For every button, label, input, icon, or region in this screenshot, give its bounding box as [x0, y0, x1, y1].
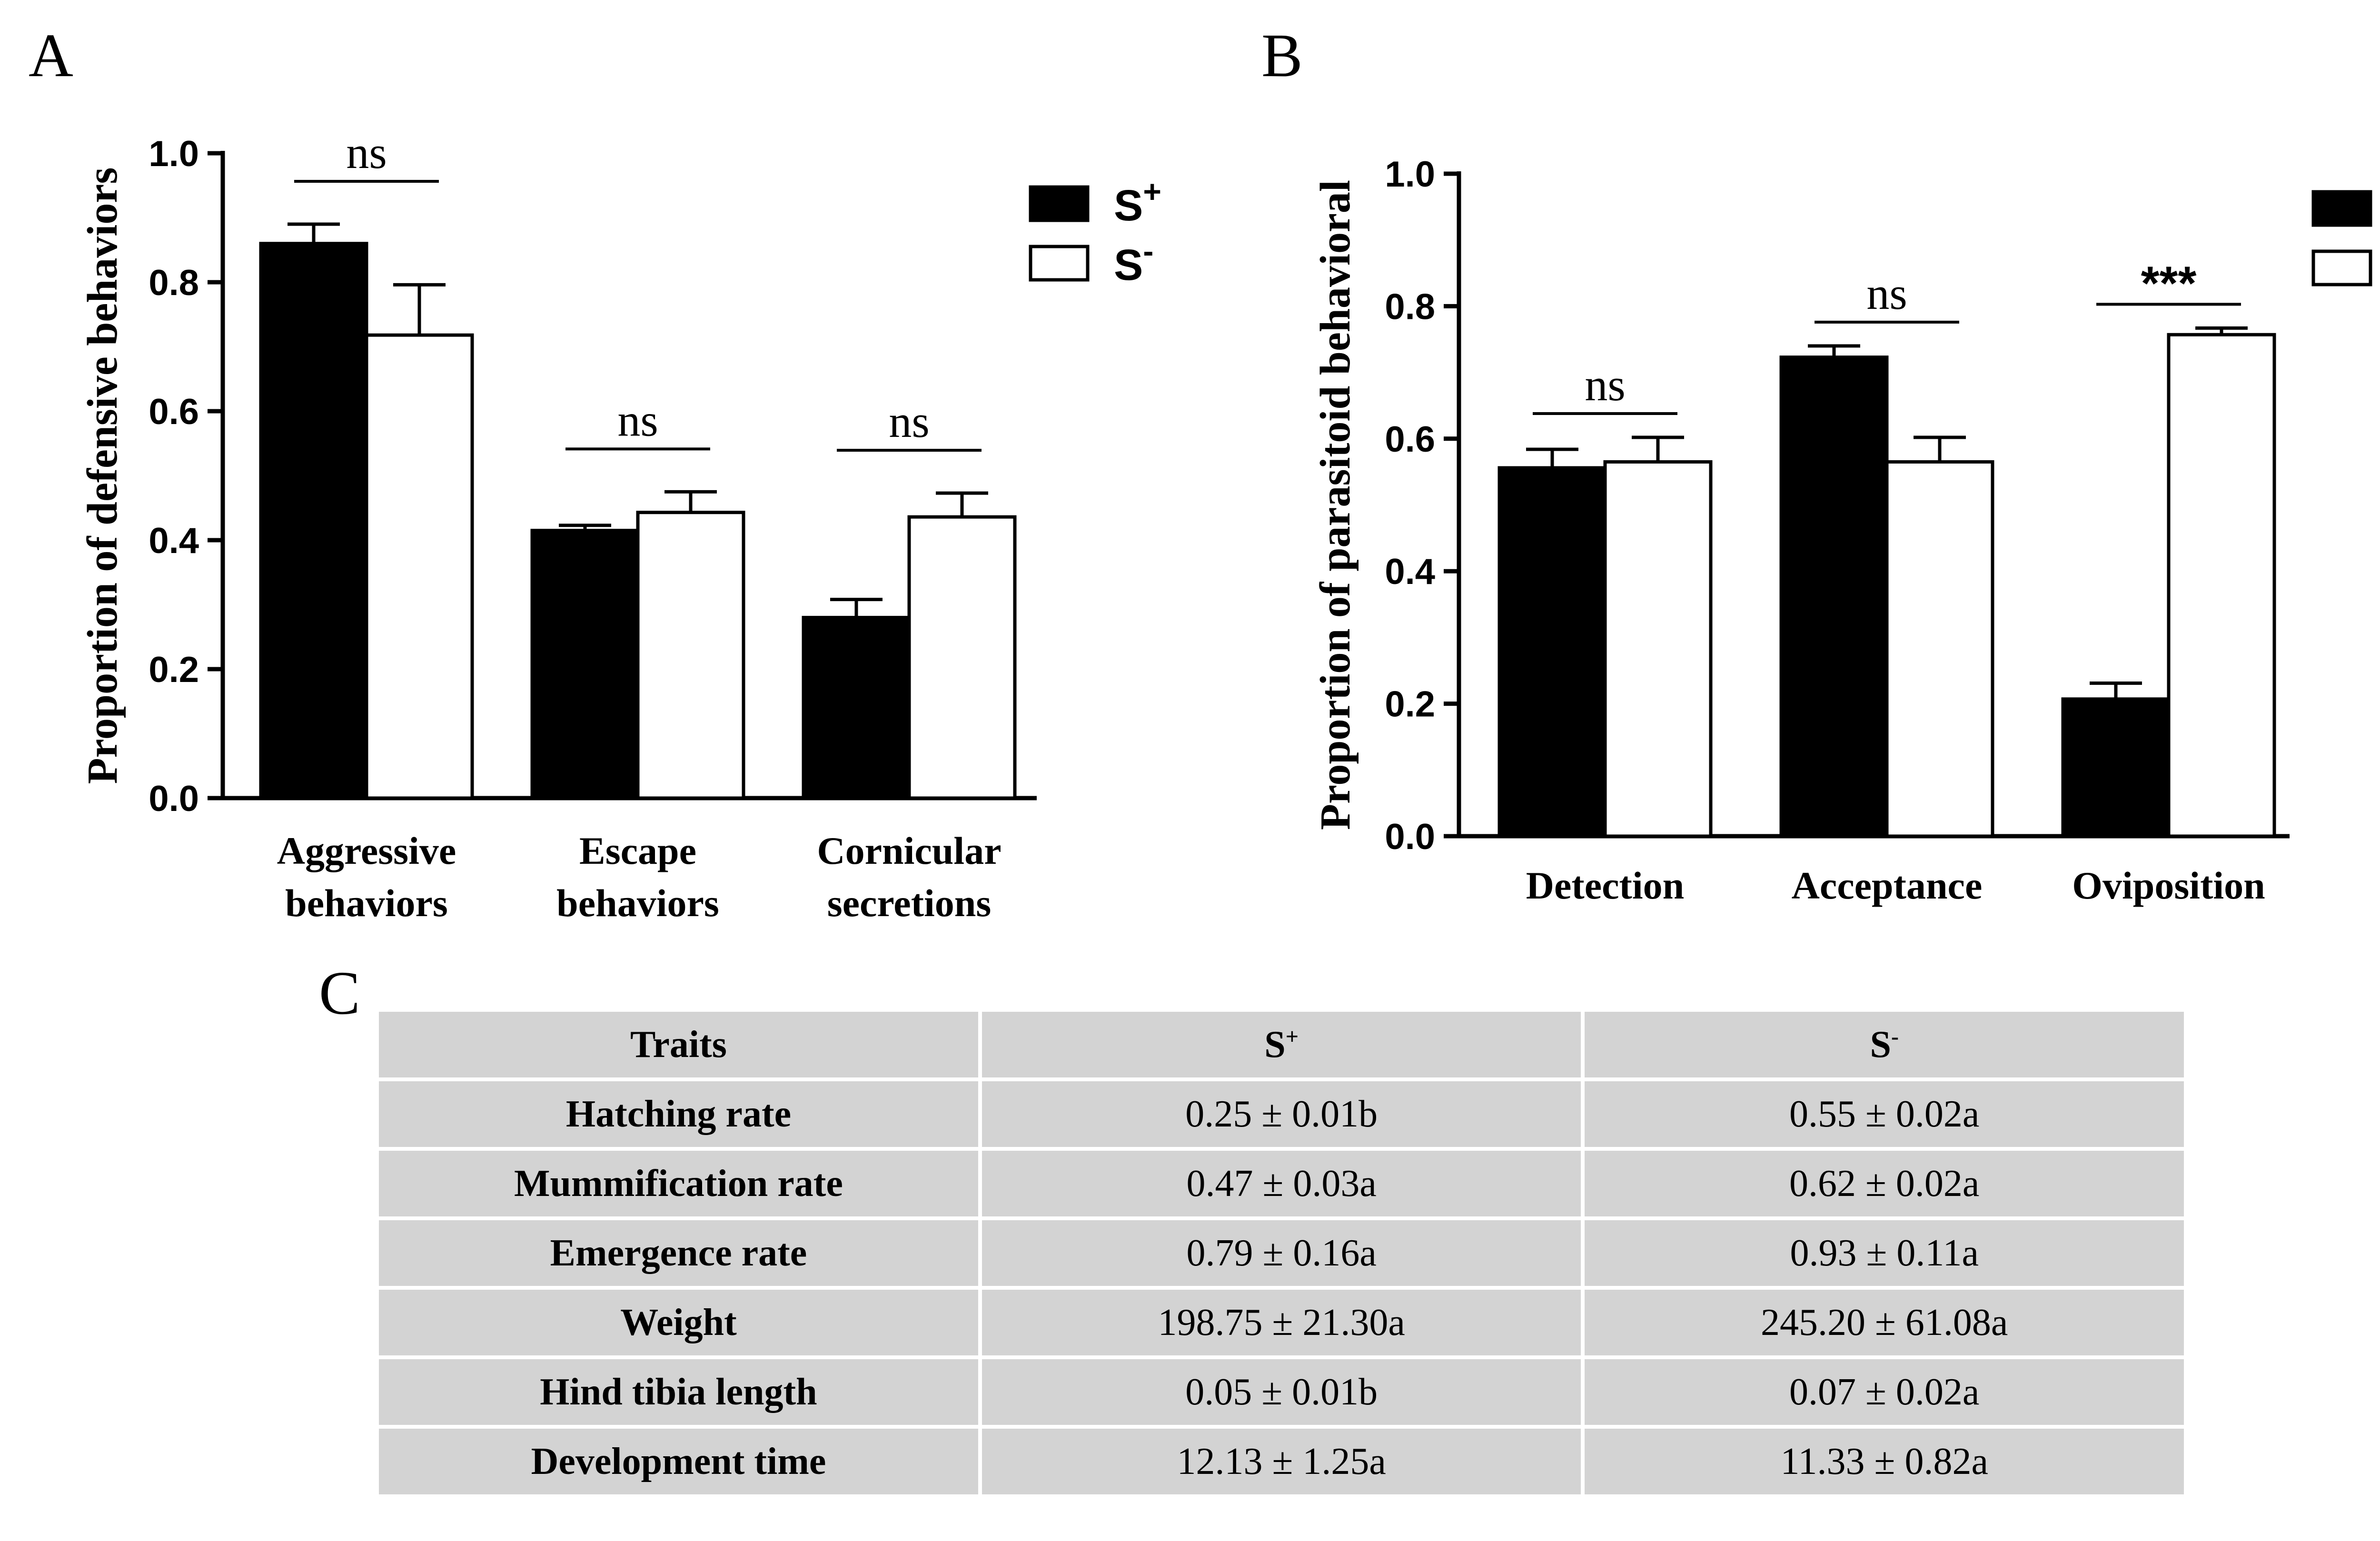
significance-label: ns: [617, 395, 658, 445]
trait-table: Traits S+ S- Hatching rate 0.25 ± 0.01b …: [375, 1008, 2188, 1498]
bar-s-plus: [802, 616, 911, 800]
legend-swatch-s-minus: [1029, 245, 1090, 282]
table-row: Development time 12.13 ± 1.25a 11.33 ± 0…: [379, 1429, 2184, 1494]
table-cell-s-plus: 0.47 ± 0.03a: [982, 1151, 1581, 1216]
y-tick-label: 1.0: [149, 134, 199, 174]
bar-s-plus: [1497, 466, 1607, 838]
table-cell-trait: Mummification rate: [379, 1151, 978, 1216]
significance-label: ns: [346, 127, 387, 178]
y-tick-label: 0.0: [1385, 817, 1435, 857]
y-axis-label: Proportion of parasitoid behavioral: [1312, 180, 1359, 830]
legend-swatch-s-plus: [1029, 185, 1090, 222]
x-tick-label: Detection: [1526, 864, 1684, 907]
y-tick-label: 1.0: [1385, 154, 1435, 195]
table-cell-trait: Hatching rate: [379, 1081, 978, 1147]
y-axis-label: Proportion of defensive behaviors: [79, 168, 126, 784]
significance-label: ns: [1866, 268, 1907, 319]
table-row: Mummification rate 0.47 ± 0.03a 0.62 ± 0…: [379, 1151, 2184, 1216]
bar-s-minus: [365, 333, 474, 800]
y-tick-label: 0.2: [149, 650, 199, 690]
significance-label: ***: [2141, 257, 2197, 310]
table-cell-s-minus: 0.93 ± 0.11a: [1585, 1220, 2184, 1286]
header-s-minus: S-: [1585, 1012, 2184, 1077]
header-s-plus: S+: [982, 1012, 1581, 1077]
table-cell-s-plus: 0.79 ± 0.16a: [982, 1220, 1581, 1286]
y-tick-label: 0.6: [1385, 419, 1435, 460]
legend-swatch-s-minus: [2311, 249, 2372, 286]
bar-s-minus: [2167, 333, 2276, 838]
table-cell-s-plus: 0.25 ± 0.01b: [982, 1081, 1581, 1147]
bar-s-minus: [1885, 460, 1994, 838]
table-cell-s-minus: 245.20 ± 61.08a: [1585, 1290, 2184, 1355]
x-tick-label: Aggressive: [277, 829, 456, 872]
panel-label-b: B: [1261, 21, 1303, 90]
table-cell-s-plus: 0.05 ± 0.01b: [982, 1359, 1581, 1425]
x-tick-label: secretions: [827, 881, 992, 925]
y-tick-label: 0.4: [149, 521, 199, 561]
chart-b: Proportion of parasitoid behavioral 0.0 0.…: [1312, 154, 2372, 907]
bar-s-plus: [259, 242, 368, 800]
table-cell-s-plus: 12.13 ± 1.25a: [982, 1429, 1581, 1494]
table-row: Weight 198.75 ± 21.30a 245.20 ± 61.08a: [379, 1290, 2184, 1355]
bar-s-minus: [636, 511, 745, 800]
y-tick-label: 0.0: [149, 779, 199, 819]
x-tick-label: Oviposition: [2072, 864, 2265, 907]
table-cell-trait: Development time: [379, 1429, 978, 1494]
x-tick-label: Cornicular: [817, 829, 1001, 872]
bar-s-minus: [1603, 460, 1713, 838]
chart-a: Proportion of defensive behaviors 0.0 0.2 0…: [79, 127, 1161, 925]
bar-s-plus: [2061, 697, 2171, 838]
panel-label-c: C: [319, 959, 360, 1027]
legend-label-s-plus: S+: [1114, 174, 1161, 230]
y-tick-label: 0.2: [1385, 684, 1435, 725]
panel-label-a: A: [29, 21, 73, 90]
y-tick-label: 0.8: [149, 263, 199, 303]
significance-label: ns: [1585, 359, 1625, 410]
table-row: Hind tibia length 0.05 ± 0.01b 0.07 ± 0.…: [379, 1359, 2184, 1425]
table-cell-trait: Emergence rate: [379, 1220, 978, 1286]
table-cell-trait: Weight: [379, 1290, 978, 1355]
legend-label-s-minus: S-: [1114, 233, 1153, 289]
x-tick-label: behaviors: [285, 881, 448, 925]
x-tick-label: behaviors: [556, 881, 719, 925]
table-cell-trait: Hind tibia length: [379, 1359, 978, 1425]
table-cell-s-minus: 11.33 ± 0.82a: [1585, 1429, 2184, 1494]
y-tick-label: 0.8: [1385, 286, 1435, 327]
bar-s-plus: [530, 529, 640, 800]
table-cell-s-minus: 0.07 ± 0.02a: [1585, 1359, 2184, 1425]
table-cell-s-minus: 0.55 ± 0.02a: [1585, 1081, 2184, 1147]
bar-s-plus: [1779, 356, 1889, 838]
table-header-row: Traits S+ S-: [379, 1012, 2184, 1077]
table-row: Hatching rate 0.25 ± 0.01b 0.55 ± 0.02a: [379, 1081, 2184, 1147]
table-cell-s-minus: 0.62 ± 0.02a: [1585, 1151, 2184, 1216]
x-tick-label: Escape: [579, 829, 696, 872]
y-tick-label: 0.6: [149, 392, 199, 432]
x-tick-label: Acceptance: [1792, 864, 1983, 907]
header-traits: Traits: [379, 1012, 978, 1077]
table-cell-s-plus: 198.75 ± 21.30a: [982, 1290, 1581, 1355]
bar-s-minus: [907, 515, 1017, 800]
significance-label: ns: [889, 396, 929, 447]
table-row: Emergence rate 0.79 ± 0.16a 0.93 ± 0.11a: [379, 1220, 2184, 1286]
legend-swatch-s-plus: [2311, 190, 2372, 227]
y-tick-label: 0.4: [1385, 552, 1435, 592]
